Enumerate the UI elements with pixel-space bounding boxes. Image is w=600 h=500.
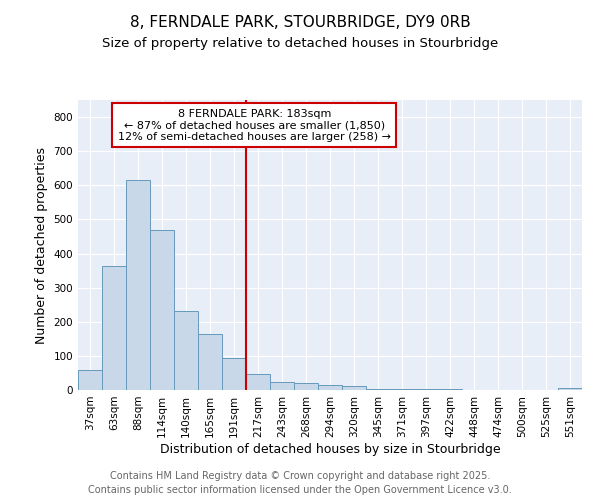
- Text: Size of property relative to detached houses in Stourbridge: Size of property relative to detached ho…: [102, 38, 498, 51]
- Bar: [126, 180, 150, 390]
- Text: Contains HM Land Registry data © Crown copyright and database right 2025.
Contai: Contains HM Land Registry data © Crown c…: [88, 471, 512, 495]
- Text: 8, FERNDALE PARK, STOURBRIDGE, DY9 0RB: 8, FERNDALE PARK, STOURBRIDGE, DY9 0RB: [130, 15, 470, 30]
- Bar: [558, 388, 582, 390]
- Bar: [294, 383, 318, 390]
- Bar: [366, 388, 390, 390]
- Bar: [318, 385, 342, 390]
- Bar: [150, 230, 174, 390]
- Bar: [270, 382, 294, 390]
- Bar: [198, 334, 222, 390]
- Text: 8 FERNDALE PARK: 183sqm
← 87% of detached houses are smaller (1,850)
12% of semi: 8 FERNDALE PARK: 183sqm ← 87% of detache…: [118, 108, 391, 142]
- Bar: [246, 374, 270, 390]
- Bar: [342, 386, 366, 390]
- Bar: [222, 358, 246, 390]
- Bar: [174, 311, 198, 390]
- Bar: [78, 370, 102, 390]
- Y-axis label: Number of detached properties: Number of detached properties: [35, 146, 48, 344]
- X-axis label: Distribution of detached houses by size in Stourbridge: Distribution of detached houses by size …: [160, 442, 500, 456]
- Bar: [102, 266, 126, 390]
